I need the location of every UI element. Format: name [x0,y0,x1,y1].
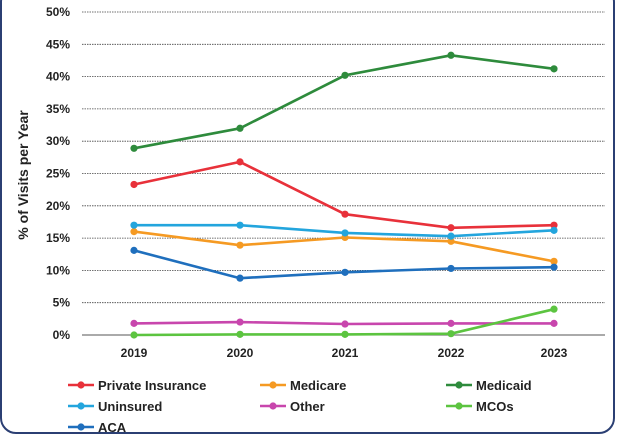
x-tick-label: 2023 [541,346,568,360]
legend-swatch-marker [269,381,277,389]
data-point [236,318,244,326]
data-point [447,224,455,232]
data-point [550,257,558,265]
legend-item: ACA [68,420,127,435]
legend-item: Medicare [260,378,346,393]
data-point [130,180,138,189]
data-point [341,210,349,218]
legend-item: Other [260,399,325,414]
data-point [236,241,244,249]
data-point [130,246,138,254]
x-tick-label: 2022 [438,346,465,360]
legend-swatch-marker [269,402,277,410]
series-line-private-insurance [133,160,555,230]
data-point [130,228,138,236]
legend-swatch-marker [455,402,463,410]
x-tick-label: 2019 [121,346,148,360]
data-point [341,330,349,338]
data-point [550,305,558,313]
x-tick-label: 2020 [227,346,254,360]
y-tick-label: 5% [53,296,71,310]
data-point [236,158,244,166]
data-point [236,274,244,282]
y-tick-label: 50% [46,5,70,19]
data-point [550,65,558,73]
y-tick-label: 10% [46,263,70,277]
legend-label: Medicaid [476,378,532,393]
data-point [550,226,558,234]
legend-swatch-marker [77,381,85,389]
data-point [447,51,455,59]
y-tick-label: 45% [46,37,70,51]
legend: Private Insurance Medicare Medicaid Uninsur… [68,378,532,435]
series-line-medicaid [133,53,555,150]
legend-item: MCOs [446,399,514,414]
data-point [550,263,558,271]
x-axis-ticks: 2019 2020 2021 2022 2023 [121,346,568,360]
legend-item: Uninsured [68,399,162,414]
y-tick-label: 25% [46,167,70,181]
legend-label: Other [290,399,325,414]
y-tick-label: 40% [46,70,70,84]
legend-label: Private Insurance [98,378,206,393]
legend-label: ACA [98,420,127,435]
data-point [341,71,349,79]
data-point [130,144,138,152]
data-point [130,221,138,229]
data-point [236,221,244,229]
y-tick-label: 15% [46,231,70,245]
data-point [447,237,455,245]
legend-label: Medicare [290,378,346,393]
data-point [236,330,244,338]
legend-item: Private Insurance [68,378,206,393]
y-tick-label: 35% [46,102,70,116]
legend-label: Uninsured [98,399,162,414]
y-tick-label: 20% [46,199,70,213]
y-axis-ticks: 0% 5% 10% 15% 20% 25% 30% 35% 40% 45% 50% [46,5,70,342]
data-point [341,229,349,237]
data-point [550,319,558,327]
y-tick-label: 30% [46,134,70,148]
data-point [550,221,558,229]
legend-item: Medicaid [446,378,532,393]
data-point [447,264,455,273]
legend-swatch-marker [77,402,85,410]
data-point [130,319,138,327]
y-tick-label: 0% [53,328,71,342]
data-point [341,268,349,276]
data-point [447,319,455,327]
y-axis-label: % of Visits per Year [15,110,31,240]
legend-swatch-marker [77,423,85,431]
data-point [447,330,455,338]
grid-lines [82,11,605,336]
series-lines [130,51,558,339]
x-tick-label: 2021 [332,346,359,360]
data-point [130,331,138,339]
data-point [447,232,455,240]
legend-swatch-marker [455,381,463,389]
legend-label: MCOs [476,399,514,414]
data-point [341,320,349,328]
data-point [236,124,244,132]
